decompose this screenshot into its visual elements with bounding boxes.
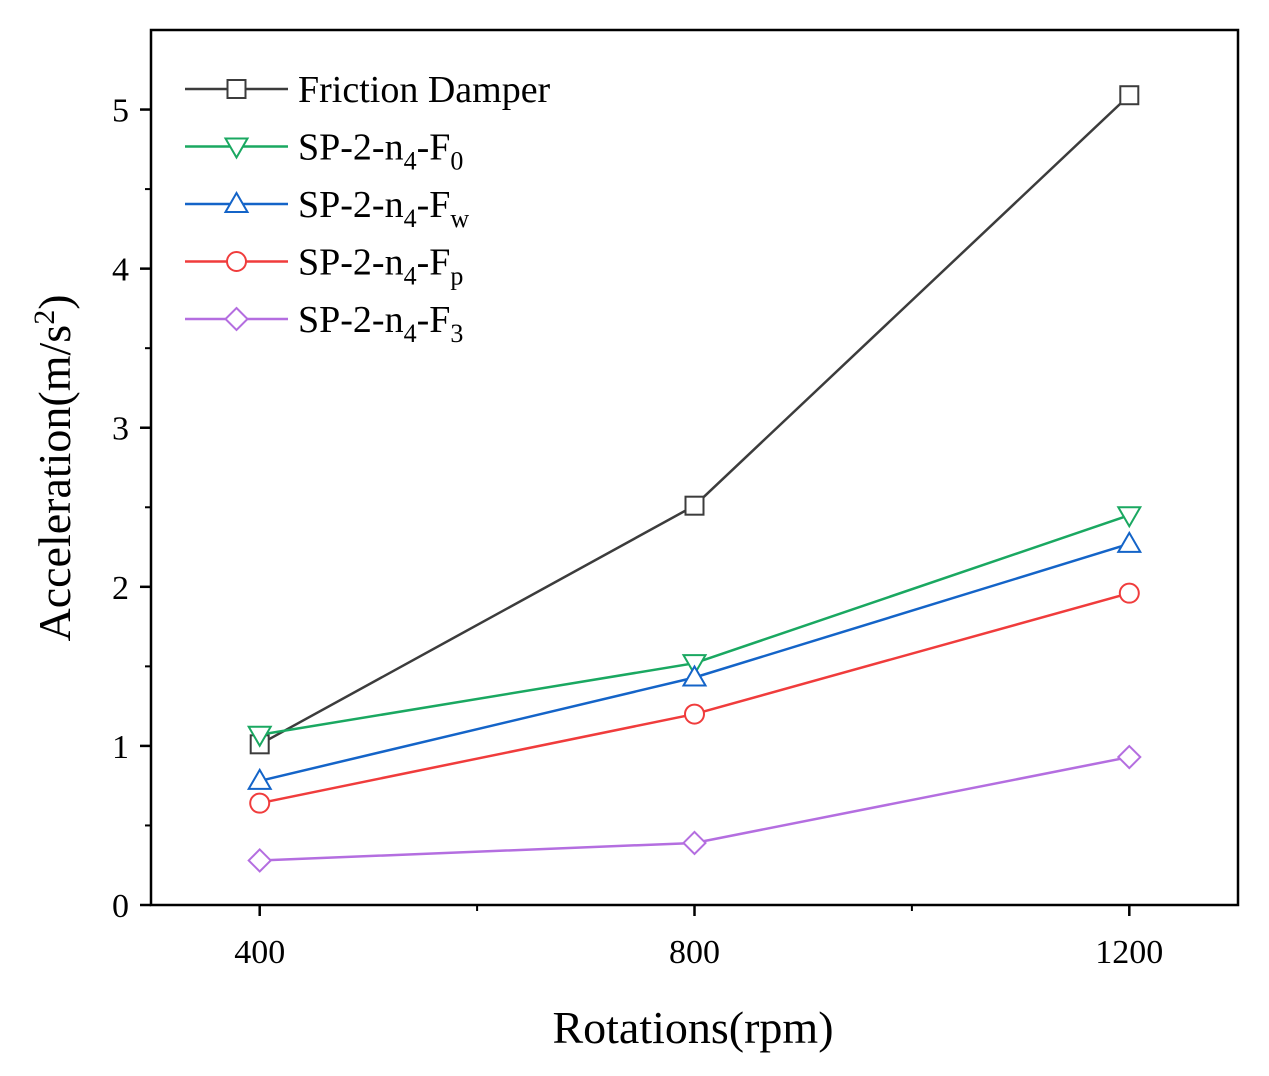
legend-label-mid: -F (417, 242, 451, 284)
series-4 (247, 744, 1142, 873)
data-point (684, 495, 705, 516)
legend-label-sub2: 3 (450, 319, 463, 348)
y-axis-title-end: ) (29, 294, 80, 309)
series-line (259, 591, 1130, 805)
legend-item-1: SP-2-n4-F0 (185, 127, 463, 176)
legend-label-sub: 4 (404, 147, 417, 176)
y-axis-title-main: Acceleration(m/s (29, 325, 80, 642)
data-point (1118, 582, 1140, 604)
legend-label: SP-2-n4-F3 (298, 299, 463, 348)
legend-label-sub: 4 (404, 204, 417, 233)
legend-marker (226, 79, 247, 99)
y-axis-title: Acceleration(m/s2) (28, 294, 80, 641)
legend-label-main: SP-2-n (298, 127, 404, 169)
legend-marker (224, 306, 249, 332)
y-tick-label: 0 (112, 888, 129, 925)
legend-marker (226, 251, 247, 272)
legend-item-0: Friction Damper (185, 69, 551, 111)
legend-label-sub: 4 (404, 262, 417, 291)
legend-label: SP-2-n4-Fp (298, 242, 463, 291)
legend-label-mid: -F (417, 299, 451, 341)
legend-item-4: SP-2-n4-F3 (185, 299, 463, 348)
data-point (684, 703, 705, 725)
data-point (682, 830, 707, 856)
series-3 (249, 582, 1140, 814)
y-tick-label: 4 (112, 252, 129, 289)
legend-marker (223, 137, 250, 160)
data-point (681, 664, 708, 687)
legend-label-main: SP-2-n (298, 299, 404, 341)
legend-item-3: SP-2-n4-Fp (185, 242, 463, 291)
data-point (1119, 85, 1140, 106)
legend-label-main: Friction Damper (298, 69, 551, 111)
legend-label-main: SP-2-n (298, 184, 404, 226)
legend-label-sub2: 0 (450, 147, 463, 176)
legend-label-sub2: w (450, 204, 469, 233)
x-tick-label: 1200 (1095, 934, 1163, 971)
legend-label: SP-2-n4-Fw (298, 184, 469, 233)
y-tick-label: 2 (112, 570, 129, 607)
series-line (259, 514, 1130, 737)
legend-item-2: SP-2-n4-Fw (185, 184, 469, 233)
data-point (1116, 530, 1143, 553)
data-point (1116, 744, 1142, 770)
legend-label: Friction Damper (298, 69, 551, 111)
legend-label-sub2: p (450, 262, 463, 291)
data-point (246, 767, 273, 790)
legend-label-mid: -F (417, 127, 451, 169)
y-axis-title-sup: 2 (28, 310, 61, 325)
legend: Friction DamperSP-2-n4-F0SP-2-n4-FwSP-2-… (185, 69, 551, 348)
legend-label-mid: -F (417, 184, 451, 226)
data-point (1116, 506, 1143, 529)
legend-marker (223, 191, 250, 213)
data-point (246, 725, 273, 748)
legend-label-main: SP-2-n (298, 242, 404, 284)
data-point (247, 848, 273, 873)
axis-ticks: 400 800 1200 0 1 2 3 4 5 (112, 93, 1163, 971)
x-tick-label: 800 (669, 934, 720, 971)
data-point (249, 792, 271, 814)
series-group (246, 85, 1143, 873)
x-tick-label: 400 (234, 934, 285, 971)
y-tick-label: 5 (112, 93, 129, 130)
series-2 (246, 530, 1143, 790)
y-tick-label: 1 (112, 729, 129, 766)
legend-label-sub: 4 (404, 319, 417, 348)
x-axis-title: Rotations(rpm) (552, 1002, 833, 1053)
y-tick-label: 3 (112, 411, 129, 448)
legend-label: SP-2-n4-F0 (298, 127, 463, 176)
series-0 (249, 85, 1140, 755)
